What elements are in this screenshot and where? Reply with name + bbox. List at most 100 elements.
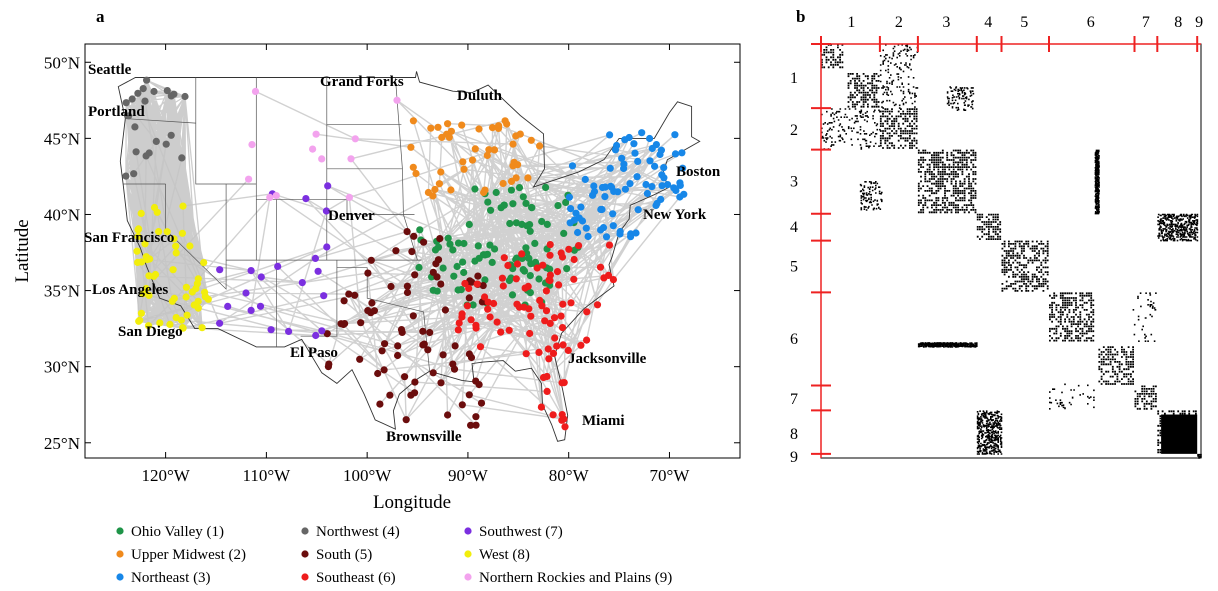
- legend-label: South (5): [316, 547, 372, 563]
- station-node: [527, 136, 535, 144]
- station-node: [559, 300, 567, 308]
- station-node: [356, 355, 364, 363]
- station-node: [472, 421, 480, 429]
- station-node: [272, 192, 280, 200]
- y-tick-label: 40°N: [44, 205, 80, 224]
- station-node: [582, 224, 590, 232]
- matrix-row-label: 1: [790, 70, 798, 87]
- station-node: [172, 249, 180, 257]
- city-label: Duluth: [457, 88, 503, 104]
- station-node: [459, 158, 467, 166]
- station-node: [468, 156, 477, 164]
- station-node: [142, 284, 150, 293]
- station-node: [508, 291, 517, 299]
- station-node: [543, 387, 551, 395]
- station-node: [139, 85, 147, 93]
- city-label: San Francisco: [84, 230, 174, 246]
- station-node: [318, 327, 326, 335]
- station-node: [467, 421, 475, 429]
- station-node: [451, 342, 459, 350]
- station-node: [449, 246, 457, 254]
- matrix-col-label: 8: [1174, 14, 1182, 31]
- matrix-row-label: 6: [790, 331, 798, 348]
- city-label: Seattle: [88, 62, 132, 78]
- station-node: [672, 186, 680, 195]
- station-node: [267, 326, 275, 334]
- station-node: [166, 320, 174, 328]
- matrix-col-label: 9: [1195, 14, 1203, 31]
- station-node: [554, 202, 562, 210]
- station-node: [429, 192, 437, 200]
- city-label: New York: [643, 207, 707, 223]
- station-node: [643, 189, 652, 198]
- station-node: [192, 285, 200, 293]
- station-node: [679, 164, 687, 172]
- station-node: [429, 369, 437, 377]
- station-node: [216, 319, 224, 327]
- matrix-col-label: 2: [895, 14, 903, 31]
- station-node: [141, 97, 149, 105]
- station-node: [469, 301, 477, 309]
- station-node: [182, 283, 190, 291]
- station-node: [132, 148, 140, 156]
- station-node: [465, 284, 473, 292]
- station-node: [122, 172, 130, 180]
- station-node: [274, 262, 282, 270]
- station-node: [376, 400, 384, 408]
- station-node: [433, 273, 441, 281]
- station-node: [651, 162, 659, 170]
- legend-swatch: [116, 573, 124, 581]
- station-node: [561, 423, 569, 431]
- x-tick-label: 80°W: [549, 466, 590, 485]
- station-node: [134, 89, 142, 97]
- station-node: [627, 233, 635, 241]
- matrix-row-label: 5: [790, 258, 798, 275]
- station-node: [609, 276, 618, 284]
- station-node: [563, 265, 571, 273]
- station-node: [518, 220, 526, 228]
- station-node: [474, 272, 482, 280]
- station-node: [515, 303, 524, 311]
- city-label: Miami: [582, 413, 625, 429]
- station-node: [312, 331, 320, 340]
- y-tick-label: 30°N: [44, 358, 80, 377]
- station-node: [446, 240, 454, 248]
- city-labels: Seattle Portland San Francisco Los Angeles S…: [84, 62, 721, 445]
- station-node: [302, 195, 310, 203]
- station-node: [558, 416, 566, 424]
- station-node: [465, 350, 473, 358]
- station-node: [527, 312, 535, 320]
- station-node: [507, 177, 516, 185]
- station-node: [471, 185, 479, 193]
- station-node: [484, 298, 492, 306]
- station-node: [394, 342, 402, 350]
- station-node: [134, 232, 142, 241]
- matrix-col-label: 7: [1142, 14, 1150, 31]
- station-node: [633, 173, 641, 181]
- station-node: [557, 312, 565, 320]
- station-node: [584, 232, 592, 241]
- legend-label: Southwest (7): [479, 524, 563, 540]
- station-node: [597, 226, 605, 234]
- x-tick-label: 120°W: [141, 466, 190, 485]
- station-node: [522, 244, 530, 252]
- station-node: [505, 276, 513, 285]
- station-node: [351, 291, 359, 299]
- station-node: [499, 179, 507, 188]
- station-node: [611, 146, 620, 154]
- y-axis-ticks: 50°N 45°N 40°N 35°N 30°N 25°N: [44, 53, 740, 453]
- station-node: [604, 271, 613, 279]
- station-node: [247, 267, 255, 275]
- matrix-row-label: 8: [790, 426, 798, 443]
- station-node: [625, 133, 633, 142]
- legend: Ohio Valley (1) Upper Midwest (2) Northeas…: [116, 524, 672, 586]
- station-node: [577, 341, 585, 349]
- station-node: [475, 381, 483, 389]
- station-node: [653, 199, 661, 208]
- station-node: [475, 125, 483, 133]
- station-node: [125, 112, 133, 120]
- station-node: [437, 168, 445, 176]
- y-tick-label: 25°N: [44, 434, 80, 453]
- station-node: [130, 170, 138, 178]
- station-node: [505, 326, 513, 334]
